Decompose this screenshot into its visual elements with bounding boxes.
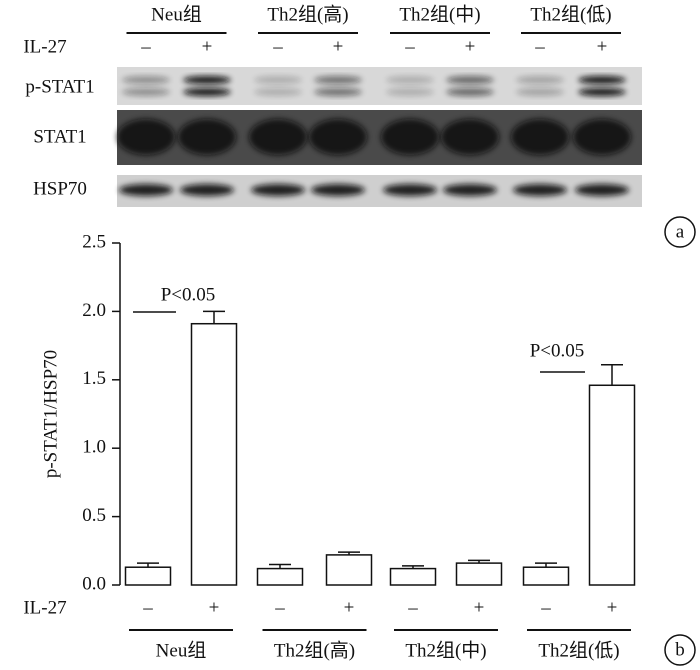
blot-treatment: – (140, 36, 151, 57)
blot-band (249, 119, 307, 155)
blot-band (311, 184, 365, 196)
panel-badge (664, 634, 696, 666)
blot-treatment: + (597, 36, 608, 57)
blot-group-label: Th2组(高) (267, 3, 348, 25)
blot-treatment: – (534, 36, 545, 57)
blot-strip (117, 67, 642, 105)
blot-band (314, 76, 362, 84)
blot-band (511, 119, 569, 155)
x-tick-label: + (209, 597, 220, 618)
annotation: P<0.05 (530, 340, 585, 361)
blot-band (516, 88, 564, 96)
blot-treatment: + (202, 36, 213, 57)
blot-band (178, 119, 236, 155)
bar (325, 554, 373, 586)
blot-band (578, 88, 626, 96)
blot-band (578, 76, 626, 84)
x-tick-label: – (540, 597, 551, 618)
group-label: Th2组(中) (405, 639, 486, 661)
bar (256, 567, 304, 586)
y-tick-label: 0.5 (82, 505, 106, 526)
blot-band (251, 184, 305, 196)
bar (124, 566, 172, 586)
blot-band (119, 184, 173, 196)
panel-label: a (676, 221, 685, 242)
x-tick-label: – (407, 597, 418, 618)
bar (522, 566, 570, 586)
panel-badge (664, 216, 696, 248)
blot-band (314, 88, 362, 96)
blot-group-label: Neu组 (151, 3, 202, 25)
blot-band (441, 119, 499, 155)
panel-label: b (675, 639, 685, 660)
blot-band (381, 119, 439, 155)
bar (389, 567, 437, 586)
blot-group-label: Th2组(中) (399, 3, 480, 25)
y-tick-label: 0.0 (82, 573, 106, 594)
blot-band (386, 88, 434, 96)
y-tick-label: 1.0 (82, 437, 106, 458)
blot-band (254, 88, 302, 96)
blot-row-label: p-STAT1 (25, 76, 94, 97)
blot-band (122, 76, 170, 84)
blot-band (183, 88, 231, 96)
blot-treatment: – (404, 36, 415, 57)
x-tick-label: + (474, 597, 485, 618)
blot-row-label: STAT1 (33, 126, 86, 147)
blot-band (446, 88, 494, 96)
blot-band (516, 76, 564, 84)
x-tick-label: – (142, 597, 153, 618)
bar (588, 384, 636, 586)
blot-band (573, 119, 631, 155)
blot-group-label: Th2组(低) (530, 3, 611, 25)
x-tick-label: + (344, 597, 355, 618)
x-axis-title: IL-27 (23, 597, 66, 618)
blot-treatment: + (333, 36, 344, 57)
blot-band (183, 76, 231, 84)
x-tick-label: + (607, 597, 618, 618)
blot-band (513, 184, 567, 196)
blot-band (443, 184, 497, 196)
group-label: Neu组 (156, 639, 207, 661)
blot-treatment: – (272, 36, 283, 57)
y-tick-label: 2.5 (82, 231, 106, 252)
blot-band (309, 119, 367, 155)
group-label: Th2组(低) (538, 639, 619, 661)
annotation: P<0.05 (161, 284, 216, 305)
y-tick-label: 1.5 (82, 368, 106, 389)
bar (455, 562, 503, 586)
blot-treatment: + (465, 36, 476, 57)
blot-band (254, 76, 302, 84)
blot-band (180, 184, 234, 196)
blot-band (117, 119, 175, 155)
blot-band (383, 184, 437, 196)
bar (190, 322, 238, 586)
blot-band (122, 88, 170, 96)
group-label: Th2组(高) (274, 639, 355, 661)
blot-band (575, 184, 629, 196)
y-tick-label: 2.0 (82, 300, 106, 321)
y-axis-title: p-STAT1/HSP70 (40, 350, 61, 478)
blot-treatment-label: IL-27 (23, 36, 66, 57)
x-tick-label: – (274, 597, 285, 618)
blot-row-label: HSP70 (33, 178, 87, 199)
blot-band (446, 76, 494, 84)
blot-band (386, 76, 434, 84)
